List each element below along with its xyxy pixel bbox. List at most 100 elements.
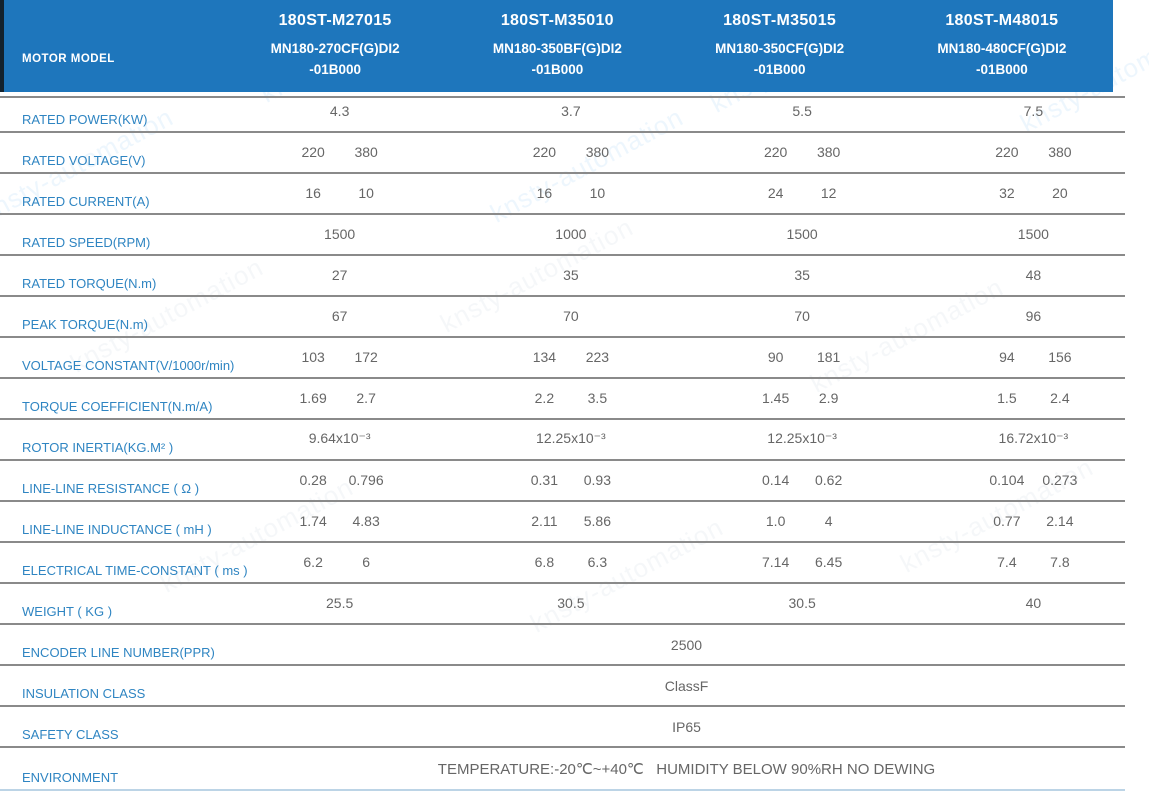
part-number: MN180-480CF(G)DI2 -01B000 [937,41,1067,77]
row-label: RATED SPEED(RPM) [22,235,151,250]
header-left-strip [0,0,4,92]
part-number: MN180-350CF(G)DI2 -01B000 [715,41,845,77]
row-values: 25.5 30.5 30.5 40 [224,584,1149,625]
value-cell: 0.14 0.62 [687,461,918,502]
value-cell: 0.77 2.14 [918,502,1149,543]
value: 10 [589,184,606,201]
row-values: 1500 1000 1500 1500 [224,215,1149,256]
value-cell: 30.5 [788,594,816,611]
value: 4.83 [352,512,380,529]
value-cell: 6.8 6.3 [455,543,686,584]
table-header: MOTOR MODEL 180ST-M27015 MN180-270CF(G)D… [0,0,1149,92]
merged-value: TEMPERATURE:-20℃~+40℃ HUMIDITY BELOW 90%… [437,760,936,778]
row-label: RATED CURRENT(A) [22,194,150,209]
value: 6.8 [534,553,555,570]
value-cell: 0.104 0.273 [918,461,1149,502]
value: 16 [536,184,553,201]
value: 1.45 [762,389,790,406]
value: 220 [995,143,1019,160]
value: 7.8 [1050,553,1070,570]
spec-row: RATED CURRENT(A) 16 10 16 10 24 12 32 20 [0,174,1149,215]
value-cell: 1.69 2.7 [224,379,455,420]
part-number: MN180-270CF(G)DI2 -01B000 [270,41,400,77]
value: 380 [354,143,378,160]
model-name: 180ST-M48015 [945,12,1059,30]
value-cell: 16.72x10⁻³ [998,430,1069,446]
value-cell: 96 [1025,307,1042,324]
value-cell: 1.5 2.4 [918,379,1149,420]
value: 10 [358,184,374,201]
value-cell: 0.31 0.93 [455,461,686,502]
row-label: ENCODER LINE NUMBER(PPR) [22,645,215,660]
header-column-4: 180ST-M48015 MN180-480CF(G)DI2 -01B000 [891,0,1113,92]
value: 220 [763,143,788,160]
value-cell: 134 223 [455,338,686,379]
value: 1.5 [997,389,1017,406]
value: 380 [585,143,610,160]
value-cell: 48 [1025,266,1042,283]
value-cell: 7.14 6.45 [687,543,918,584]
value-cell: 35 [794,266,810,283]
value: 94 [999,348,1015,365]
value-cell: 25.5 [326,594,354,611]
value-cell: 94 156 [918,338,1149,379]
row-values: 4.3 3.7 5.5 7.5 [224,92,1149,133]
spec-row: WEIGHT ( KG ) 25.5 30.5 30.5 40 [0,584,1149,625]
row-label: LINE-LINE RESISTANCE ( Ω ) [22,481,200,496]
value: 90 [767,348,784,365]
value-cell: 0.28 0.796 [224,461,455,502]
value: 6.2 [303,553,323,570]
value: 181 [816,348,841,365]
value: 220 [301,143,325,160]
value: 6 [362,553,371,570]
merged-value: IP65 [672,718,701,735]
row-label: RATED TORQUE(N.m) [22,276,157,291]
row-label: VOLTAGE CONSTANT(V/1000r/min) [22,358,235,373]
value: 0.14 [762,471,790,488]
value-cell: 103 172 [224,338,455,379]
value: 7.14 [762,553,790,570]
value: 0.31 [530,471,558,488]
spec-row: VOLTAGE CONSTANT(V/1000r/min) 103 172 134 22… [0,338,1149,379]
model-name: 180ST-M35010 [500,12,614,30]
value-cell: 4.3 [329,102,350,119]
row-label: SAFETY CLASS [22,727,119,742]
value: 0.796 [348,471,384,488]
spec-row: TORQUE COEFFICIENT(N.m/A) 1.69 2.7 2.2 3.5 1.… [0,379,1149,420]
spec-rows: RATED POWER(KW) 4.3 3.7 5.5 7.5 RATED VOLTAGE… [0,92,1149,625]
value-cell: 1500 [324,225,356,242]
part-number: MN180-350BF(G)DI2 -01B000 [492,41,622,77]
value: 0.93 [583,471,611,488]
value-cell: 35 [563,266,579,283]
row-label: RATED VOLTAGE(V) [22,153,146,168]
value-cell: 12.25x10⁻³ [767,430,837,446]
value-cell: 32 20 [918,174,1149,215]
value-cell: 220 380 [455,133,686,174]
motor-model-label: MOTOR MODEL [22,53,115,65]
row-values: 9.64x10⁻³ 12.25x10⁻³ 12.25x10⁻³ 16.72x10⁻³ [224,420,1149,461]
value: 7.4 [997,553,1017,570]
value: 156 [1048,348,1072,365]
value: 2.7 [356,389,376,406]
spec-row: RATED VOLTAGE(V) 220 380 220 380 220 380 220 380 [0,133,1149,174]
value: 32 [999,184,1015,201]
safety-class-row: SAFETY CLASS IP65 [0,707,1149,748]
value: 2.14 [1046,512,1074,529]
header-divider-line [0,96,1125,98]
value: 6.3 [587,553,608,570]
value: 220 [532,143,557,160]
value-cell: 12.25x10⁻³ [536,430,606,446]
row-label: LINE-LINE INDUCTANCE ( mH ) [22,522,212,537]
table-header-background: MOTOR MODEL 180ST-M27015 MN180-270CF(G)D… [0,0,1113,92]
value: 0.77 [993,512,1021,529]
value-cell: 70 [563,307,579,324]
value-cell: 7.5 [1023,102,1044,119]
row-values: 27 35 35 48 [224,256,1149,297]
value-cell: 6.2 6 [224,543,455,584]
row-label: RATED POWER(KW) [22,112,148,127]
value: 20 [1052,184,1068,201]
value-cell: 1500 [786,225,818,242]
insulation-class-row: INSULATION CLASS ClassF [0,666,1149,707]
value-cell: 2.2 3.5 [455,379,686,420]
